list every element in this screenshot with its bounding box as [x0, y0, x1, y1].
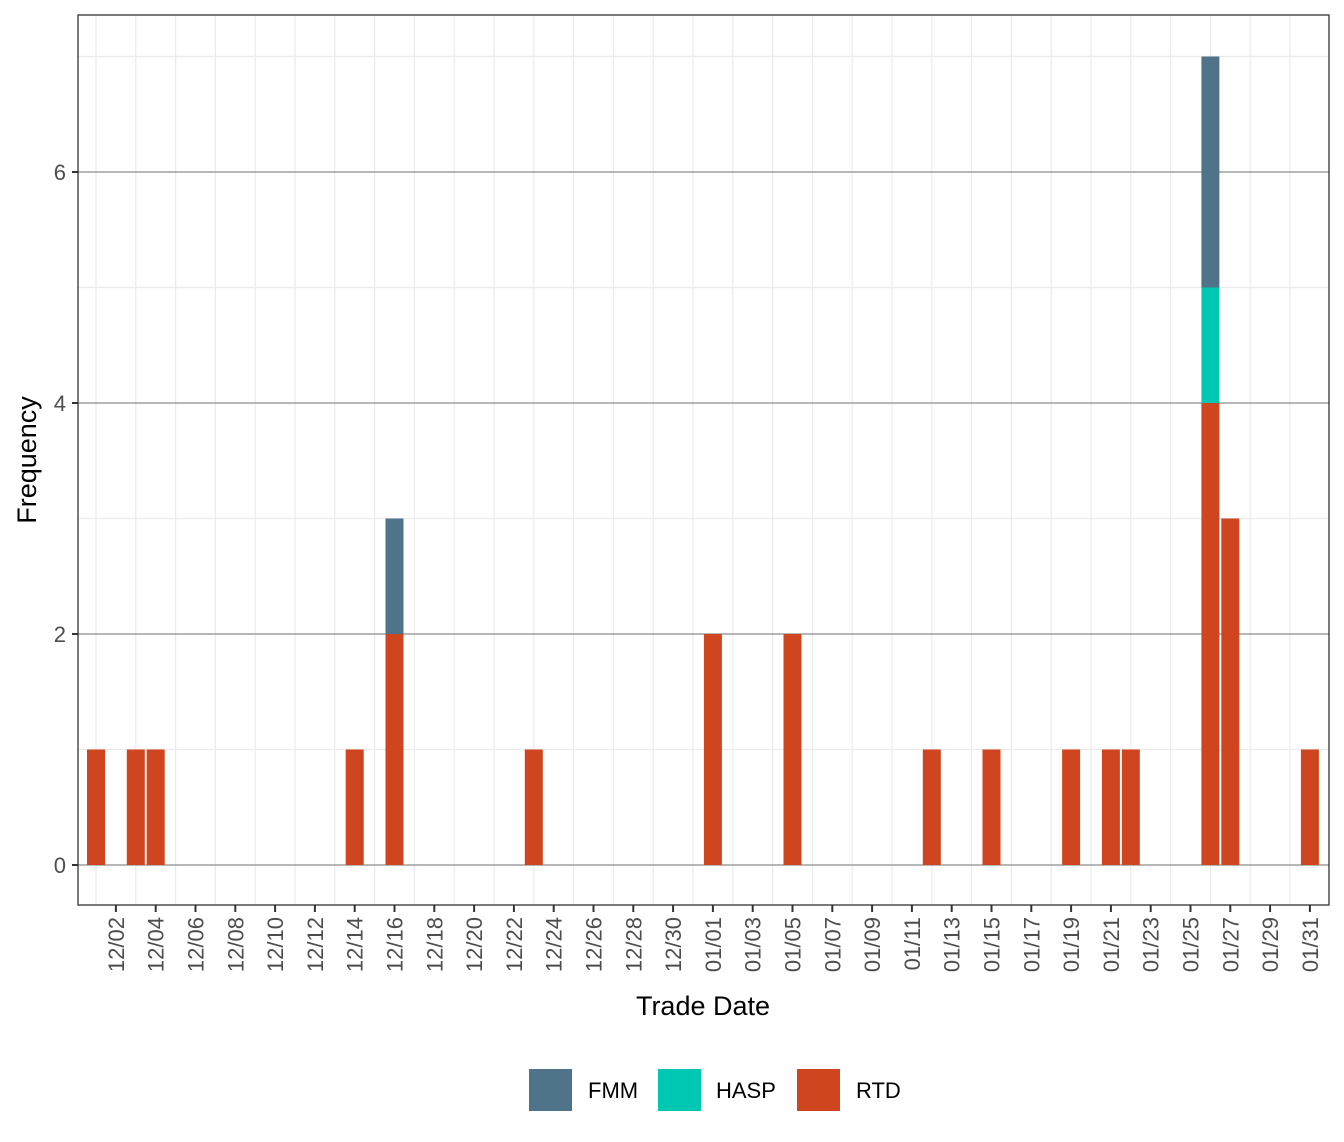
bar-segment-rtd [345, 749, 364, 865]
bar-segment-rtd [524, 749, 543, 865]
x-tick-label: 12/28 [621, 917, 646, 972]
x-tick-label: 12/20 [462, 917, 487, 972]
x-tick-label: 01/19 [1059, 917, 1084, 972]
x-tick-label: 01/27 [1218, 917, 1243, 972]
y-tick-label: 6 [54, 160, 66, 185]
x-tick-label: 12/12 [303, 917, 328, 972]
legend-key-hasp [658, 1069, 701, 1111]
x-tick-label: 12/04 [144, 917, 169, 972]
x-tick-label: 01/29 [1258, 917, 1283, 972]
x-tick-label: 01/31 [1298, 917, 1323, 972]
legend-label-hasp: HASP [716, 1078, 776, 1103]
x-tick-label: 12/16 [383, 917, 408, 972]
x-tick-label: 01/01 [701, 917, 726, 972]
bar-segment-rtd [146, 749, 165, 865]
x-axis-title: Trade Date [636, 991, 770, 1021]
x-tick-label: 12/24 [542, 917, 567, 972]
legend-key-fmm [529, 1069, 572, 1111]
legend-label-fmm: FMM [588, 1078, 638, 1103]
bar-segment-rtd [1221, 518, 1240, 865]
legend: FMM HASP RTD [529, 1069, 901, 1111]
bar-segment-hasp [1201, 287, 1220, 403]
bar-segment-rtd [922, 749, 941, 865]
bar-segment-fmm [385, 518, 404, 634]
x-tick-label: 01/15 [980, 917, 1005, 972]
x-tick-label: 12/26 [582, 917, 607, 972]
plot-panel [78, 15, 1329, 905]
x-tick-label: 01/17 [1019, 917, 1044, 972]
y-tick-label: 2 [54, 622, 66, 647]
x-tick-label: 12/18 [422, 917, 447, 972]
x-tick-label: 12/08 [223, 917, 248, 972]
x-tick-label: 01/03 [741, 917, 766, 972]
bar-segment-rtd [87, 749, 105, 865]
plot-border [77, 14, 1330, 906]
y-tick-label: 0 [54, 853, 66, 878]
y-tick-label: 4 [54, 391, 66, 416]
bar-segment-rtd [703, 634, 722, 865]
x-tick-label: 12/14 [343, 917, 368, 972]
x-tick-label: 01/13 [940, 917, 965, 972]
x-axis: 12/02 12/04 12/06 12/08 12/10 12/12 12/14 12/16… [104, 905, 1323, 972]
x-tick-label: 01/07 [820, 917, 845, 972]
x-tick-label: 12/02 [104, 917, 129, 972]
bar-segment-fmm [1201, 56, 1220, 288]
x-tick-label: 01/21 [1099, 917, 1124, 972]
x-tick-label: 12/22 [502, 917, 527, 972]
bars [87, 56, 1319, 865]
bar-segment-rtd [1121, 749, 1140, 865]
bar-segment-rtd [1101, 749, 1120, 865]
major-gridlines [78, 171, 1329, 866]
bar-segment-rtd [1062, 749, 1081, 865]
y-axis: 0 2 4 6 [54, 160, 78, 878]
bar-segment-rtd [126, 749, 145, 865]
x-tick-label: 12/10 [263, 917, 288, 972]
legend-key-rtd [797, 1069, 840, 1111]
x-tick-label: 01/05 [781, 917, 806, 972]
bar-segment-rtd [1201, 403, 1220, 865]
y-axis-title: Frequency [12, 396, 42, 524]
bar-segment-rtd [783, 634, 802, 865]
x-tick-label: 01/25 [1179, 917, 1204, 972]
bar-segment-rtd [982, 749, 1001, 865]
x-tick-label: 01/11 [900, 917, 925, 970]
bar-segment-rtd [385, 634, 404, 865]
legend-label-rtd: RTD [856, 1078, 901, 1103]
x-tick-label: 12/30 [661, 917, 686, 972]
x-tick-label: 12/06 [184, 917, 209, 972]
x-tick-label: 01/23 [1139, 917, 1164, 972]
bar-segment-rtd [1300, 749, 1319, 865]
x-tick-label: 01/09 [860, 917, 885, 972]
